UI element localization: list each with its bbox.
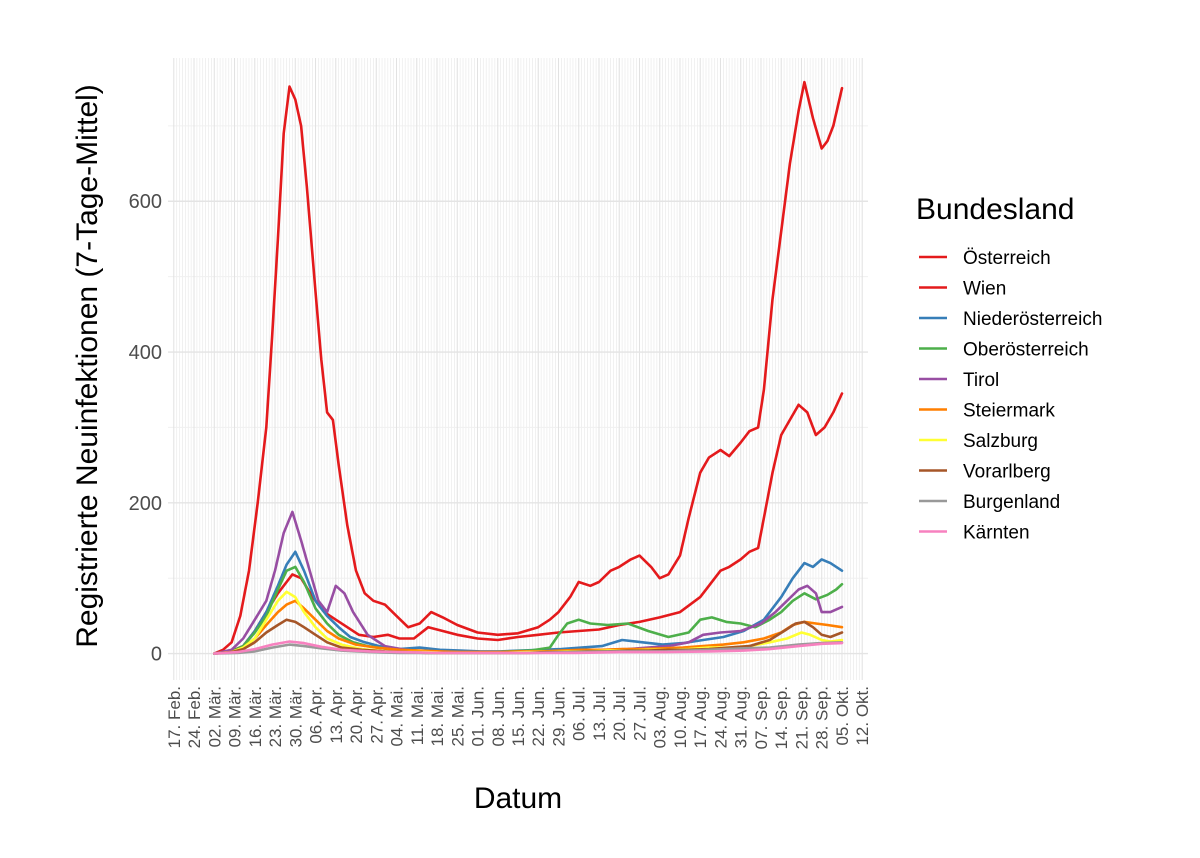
series-line: [213, 640, 844, 655]
y-tick-label: 400: [129, 342, 162, 364]
legend: Bundesland Österreich Wien Niederösterreic…: [916, 193, 1102, 544]
legend-label: Wien: [963, 279, 1006, 300]
legend-label: Österreich: [963, 248, 1051, 269]
x-tick-label: 13. Jul.: [590, 686, 609, 741]
x-tick-label: 24. Feb.: [185, 686, 204, 748]
legend-label: Vorarlberg: [963, 462, 1051, 483]
x-tick-label: 20. Apr.: [347, 686, 366, 744]
x-tick-label: 10. Aug.: [671, 686, 690, 748]
x-tick-label: 22. Jun.: [529, 686, 548, 747]
x-tick-label: 04. Mai.: [388, 686, 407, 746]
x-axis-title: Datum: [474, 782, 562, 815]
legend-label: Steiermark: [963, 401, 1055, 422]
legend-label: Tirol: [963, 370, 999, 391]
x-tick-label: 24. Aug.: [711, 686, 730, 748]
x-tick-label: 27. Apr.: [367, 686, 386, 744]
x-tick-label: 05. Okt.: [833, 686, 852, 746]
x-tick-label: 20. Jul.: [610, 686, 629, 741]
x-tick-label: 29. Jun.: [549, 686, 568, 747]
x-tick-label: 18. Mai.: [428, 686, 447, 746]
y-tick-label: 600: [129, 191, 162, 213]
x-tick-label: 07. Sep.: [752, 686, 771, 749]
legend-label: Burgenland: [963, 492, 1060, 513]
legend-label: Oberösterreich: [963, 340, 1089, 361]
x-axis-ticks: 17. Feb. 24. Feb. 02. Mär. 09. Mär. 16. Mär.…: [165, 686, 872, 749]
x-tick-label: 01. Jun.: [469, 686, 488, 747]
x-tick-label: 30. Mär.: [286, 686, 305, 747]
x-tick-label: 15. Jun.: [509, 686, 528, 747]
x-tick-label: 17. Aug.: [691, 686, 710, 748]
x-tick-label: 21. Sep.: [792, 686, 811, 749]
x-tick-label: 28. Sep.: [813, 686, 832, 749]
legend-label: Niederösterreich: [963, 309, 1102, 330]
x-tick-label: 06. Apr.: [307, 686, 326, 744]
x-tick-label: 06. Jul.: [570, 686, 589, 741]
x-tick-label: 31. Aug.: [732, 686, 751, 748]
y-tick-label: 200: [129, 493, 162, 515]
grid: [168, 58, 868, 680]
series-line: [213, 565, 844, 655]
legend-label: Salzburg: [963, 431, 1038, 452]
x-tick-label: 02. Mär.: [205, 686, 224, 747]
x-tick-label: 13. Apr.: [327, 686, 346, 744]
x-tick-label: 12. Okt.: [853, 686, 872, 746]
x-tick-label: 17. Feb.: [165, 686, 184, 748]
y-axis-title: Registrierte Neuinfektionen (7-Tage-Mitt…: [71, 84, 104, 648]
legend-label: Kärnten: [963, 523, 1030, 544]
x-tick-label: 27. Jul.: [630, 686, 649, 741]
x-tick-label: 25. Mai.: [448, 686, 467, 746]
x-tick-label: 11. Mai.: [408, 686, 427, 745]
x-tick-label: 03. Aug.: [651, 686, 670, 748]
y-axis-ticks: 0 200 400 600: [129, 191, 162, 665]
x-tick-label: 08. Jun.: [489, 686, 508, 747]
legend-title: Bundesland: [916, 193, 1074, 226]
x-tick-label: 09. Mär.: [226, 686, 245, 747]
x-tick-label: 14. Sep.: [772, 686, 791, 749]
x-tick-label: 16. Mär.: [246, 686, 265, 747]
x-tick-label: 23. Mär.: [266, 686, 285, 747]
y-tick-label: 0: [151, 644, 162, 666]
series-line: [213, 80, 844, 655]
series-lines: [213, 80, 844, 655]
